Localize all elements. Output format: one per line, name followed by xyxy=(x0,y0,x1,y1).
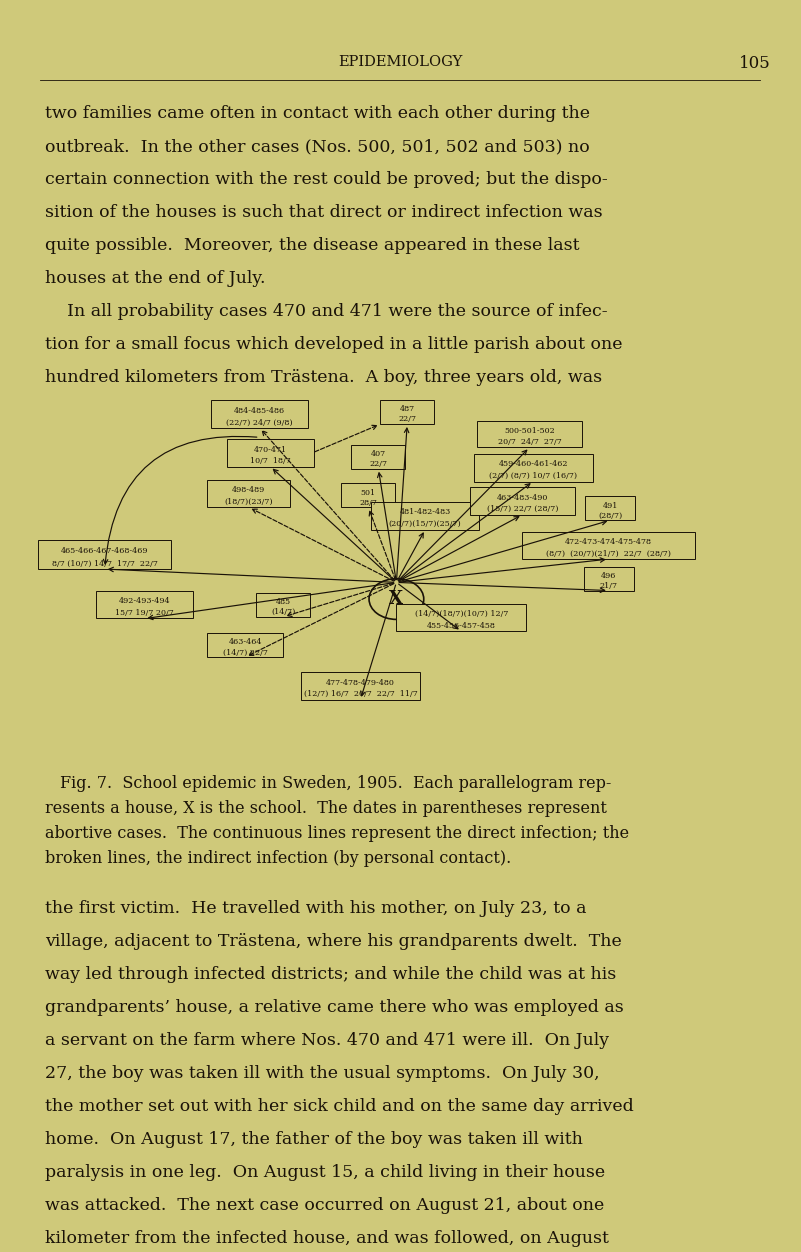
Bar xyxy=(371,502,479,530)
Text: 487: 487 xyxy=(400,406,415,413)
Text: 465-466-467-468-469: 465-466-467-468-469 xyxy=(61,547,148,555)
Text: 492-493-494: 492-493-494 xyxy=(119,597,170,605)
Text: 459-460-461-462: 459-460-461-462 xyxy=(498,461,568,468)
Text: 491: 491 xyxy=(602,502,618,510)
Text: abortive cases.  The continuous lines represent the direct infection; the: abortive cases. The continuous lines rep… xyxy=(45,825,629,843)
Text: 463-464: 463-464 xyxy=(228,639,262,646)
Text: 15/7 19/7 20/7: 15/7 19/7 20/7 xyxy=(115,608,174,617)
Bar xyxy=(585,496,635,521)
Text: EPIDEMIOLOGY: EPIDEMIOLOGY xyxy=(338,55,462,69)
Text: (12/7) 16/7  20/7  22/7  11/7: (12/7) 16/7 20/7 22/7 11/7 xyxy=(304,690,417,699)
Text: 20/7  24/7  27/7: 20/7 24/7 27/7 xyxy=(497,438,562,446)
Text: (18/7)(23/7): (18/7)(23/7) xyxy=(224,498,273,506)
Bar xyxy=(207,634,283,657)
Bar xyxy=(522,532,695,560)
Text: 105: 105 xyxy=(739,55,771,73)
Text: the first victim.  He travelled with his mother, on July 23, to a: the first victim. He travelled with his … xyxy=(45,900,586,916)
Text: a servant on the farm where Nos. 470 and 471 were ill.  On July: a servant on the farm where Nos. 470 and… xyxy=(45,1032,609,1049)
Text: 463-483-490: 463-483-490 xyxy=(497,493,548,502)
Text: 455-456-457-458: 455-456-457-458 xyxy=(427,622,496,630)
Text: 407: 407 xyxy=(371,449,386,458)
Text: was attacked.  The next case occurred on August 21, about one: was attacked. The next case occurred on … xyxy=(45,1197,604,1214)
Bar xyxy=(96,591,193,618)
Text: 498-489: 498-489 xyxy=(232,486,265,495)
Text: 501: 501 xyxy=(360,488,376,497)
Bar xyxy=(584,567,634,591)
Bar xyxy=(341,483,396,507)
Text: 472-473-474-475-478: 472-473-474-475-478 xyxy=(566,538,652,546)
Text: resents a house, X is the school.  The dates in parentheses represent: resents a house, X is the school. The da… xyxy=(45,800,607,818)
Bar xyxy=(380,401,434,424)
Text: the mother set out with her sick child and on the same day arrived: the mother set out with her sick child a… xyxy=(45,1098,634,1116)
Text: paralysis in one leg.  On August 15, a child living in their house: paralysis in one leg. On August 15, a ch… xyxy=(45,1164,605,1181)
Bar xyxy=(396,603,526,631)
Bar xyxy=(227,439,314,467)
Text: 481-482-483: 481-482-483 xyxy=(400,508,451,517)
Text: quite possible.  Moreover, the disease appeared in these last: quite possible. Moreover, the disease ap… xyxy=(45,237,579,254)
Text: 500-501-502: 500-501-502 xyxy=(504,427,555,436)
Text: kilometer from the infected house, and was followed, on August: kilometer from the infected house, and w… xyxy=(45,1229,609,1247)
Text: outbreak.  In the other cases (Nos. 500, 501, 502 and 503) no: outbreak. In the other cases (Nos. 500, … xyxy=(45,138,590,155)
Text: tion for a small focus which developed in a little parish about one: tion for a small focus which developed i… xyxy=(45,336,622,353)
Text: village, adjacent to Trästena, where his grandparents dwelt.  The: village, adjacent to Trästena, where his… xyxy=(45,933,622,950)
Text: (14/7)(18/7)(10/7) 12/7: (14/7)(18/7)(10/7) 12/7 xyxy=(414,610,508,618)
Bar xyxy=(474,453,593,482)
Bar xyxy=(477,422,582,447)
Text: Fig. 7.  School epidemic in Sweden, 1905.  Each parallelogram rep-: Fig. 7. School epidemic in Sweden, 1905.… xyxy=(60,775,611,793)
Text: 484-485-486: 484-485-486 xyxy=(234,407,285,414)
Bar xyxy=(38,540,171,570)
Bar xyxy=(301,672,420,700)
Text: hundred kilometers from Trästena.  A boy, three years old, was: hundred kilometers from Trästena. A boy,… xyxy=(45,369,602,386)
Text: two families came often in contact with each other during the: two families came often in contact with … xyxy=(45,105,590,121)
Bar xyxy=(211,401,308,428)
Text: sition of the houses is such that direct or indirect infection was: sition of the houses is such that direct… xyxy=(45,204,602,222)
Text: 470-471: 470-471 xyxy=(254,446,287,453)
Text: (8/7)  (20/7)(21/7)  22/7  (28/7): (8/7) (20/7)(21/7) 22/7 (28/7) xyxy=(546,550,671,557)
Bar xyxy=(352,444,405,468)
Text: grandparents’ house, a relative came there who was employed as: grandparents’ house, a relative came the… xyxy=(45,999,624,1017)
Text: (14/7): (14/7) xyxy=(272,607,296,616)
Text: 28/7: 28/7 xyxy=(360,498,377,507)
Text: (2/7) (8/7) 10/7 (16/7): (2/7) (8/7) 10/7 (16/7) xyxy=(489,472,578,480)
Text: 496: 496 xyxy=(601,572,617,580)
Text: 10/7  18/7: 10/7 18/7 xyxy=(250,457,291,466)
Text: houses at the end of July.: houses at the end of July. xyxy=(45,270,265,287)
Bar xyxy=(256,592,310,617)
Bar xyxy=(470,487,574,515)
Text: 477-478-479-480: 477-478-479-480 xyxy=(326,679,395,686)
Text: 27, the boy was taken ill with the usual symptoms.  On July 30,: 27, the boy was taken ill with the usual… xyxy=(45,1065,600,1082)
Text: (14/7) 22/7: (14/7) 22/7 xyxy=(223,649,268,656)
Bar xyxy=(207,480,290,507)
Text: In all probability cases 470 and 471 were the source of infec-: In all probability cases 470 and 471 wer… xyxy=(45,303,608,321)
Text: X: X xyxy=(389,590,404,608)
Text: (15/7) 22/7 (28/7): (15/7) 22/7 (28/7) xyxy=(487,506,558,513)
Text: 22/7: 22/7 xyxy=(369,459,388,468)
Text: 485: 485 xyxy=(276,597,291,606)
Text: (20/7)(15/7)(25/7): (20/7)(15/7)(25/7) xyxy=(388,520,461,528)
Text: way led through infected districts; and while the child was at his: way led through infected districts; and … xyxy=(45,967,616,983)
Text: broken lines, the indirect infection (by personal contact).: broken lines, the indirect infection (by… xyxy=(45,850,511,866)
Text: 21/7: 21/7 xyxy=(600,582,618,590)
Text: 8/7 (10/7) 14/7  17/7  22/7: 8/7 (10/7) 14/7 17/7 22/7 xyxy=(52,560,158,567)
Text: home.  On August 17, the father of the boy was taken ill with: home. On August 17, the father of the bo… xyxy=(45,1131,583,1148)
Text: 22/7: 22/7 xyxy=(398,416,417,423)
Text: (28/7): (28/7) xyxy=(598,512,622,520)
Text: certain connection with the rest could be proved; but the dispo-: certain connection with the rest could b… xyxy=(45,172,608,188)
Text: (22/7) 24/7 (9/8): (22/7) 24/7 (9/8) xyxy=(227,418,293,427)
